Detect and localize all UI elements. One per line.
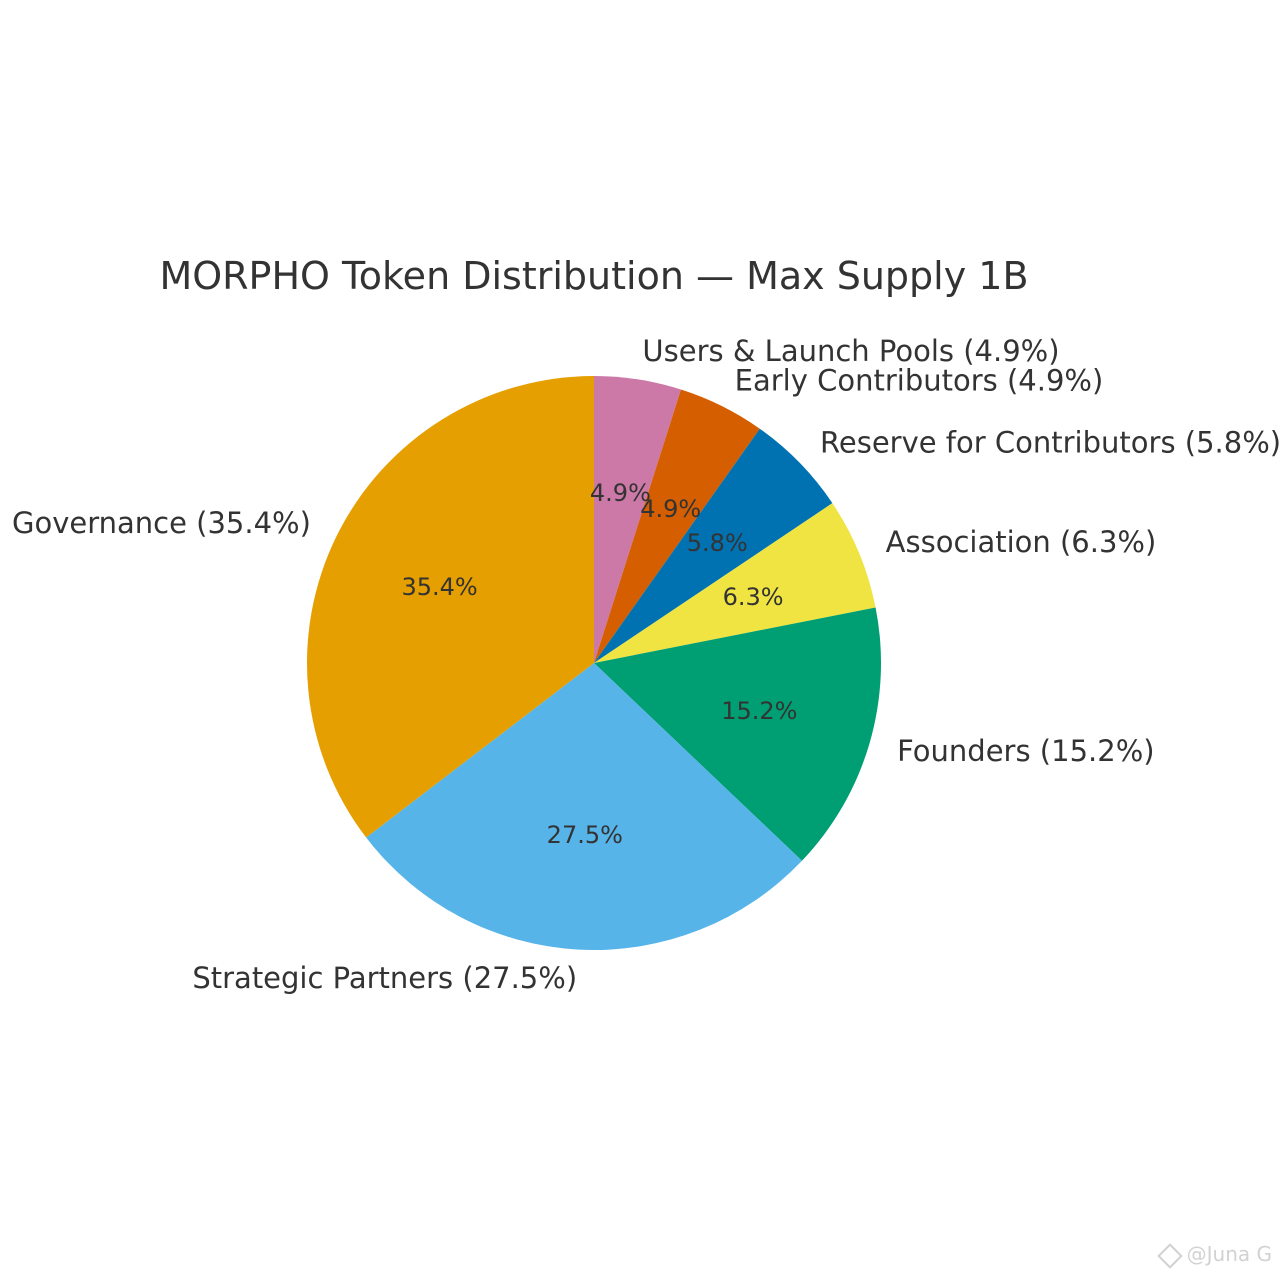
pie-slice-association (594, 503, 876, 663)
slice-label-early-contributors: Early Contributors (4.9%) (735, 363, 1104, 397)
watermark: @Juna G (1156, 1242, 1272, 1269)
slice-label-founders: Founders (15.2%) (897, 734, 1154, 768)
chart-title: MORPHO Token Distribution — Max Supply 1… (159, 254, 1028, 298)
slice-label-users-launch-pools: Users & Launch Pools (4.9%) (642, 334, 1059, 368)
pct-label-association: 6.3% (723, 583, 784, 611)
pct-label-strategic-partners: 27.5% (547, 821, 623, 849)
pie-slice-early-contributors (594, 389, 760, 663)
slice-label-association: Association (6.3%) (886, 525, 1157, 559)
pct-label-reserve-for-contributors: 5.8% (687, 529, 748, 557)
slice-label-reserve-for-contributors: Reserve for Contributors (5.8%) (820, 426, 1280, 460)
pie-slice-users-launch-pools (594, 376, 681, 663)
watermark-text: @Juna G (1186, 1242, 1272, 1266)
percent-labels: 4.9%4.9% 5.8% 6.3% 15.2% 27.5% 35.4% (401, 479, 797, 849)
pct-label-early-contributors: 4.9% (640, 495, 701, 523)
slice-labels: Users & Launch Pools (4.9%)Early Contrib… (12, 334, 1280, 995)
pct-label-governance: 35.4% (401, 573, 477, 601)
pie-slice-founders (594, 607, 882, 861)
slice-label-governance: Governance (35.4%) (12, 506, 311, 540)
pie-slices (306, 376, 882, 950)
pct-label-users-launch-pools: 4.9% (590, 479, 651, 507)
pie-slice-strategic-partners (366, 663, 802, 950)
pie-slice-governance (306, 376, 594, 838)
pie-slice-reserve-for-contributors (594, 428, 833, 663)
pct-label-founders: 15.2% (721, 697, 797, 725)
slice-label-strategic-partners: Strategic Partners (27.5%) (192, 961, 577, 995)
binance-diamond-icon (1156, 1242, 1183, 1269)
